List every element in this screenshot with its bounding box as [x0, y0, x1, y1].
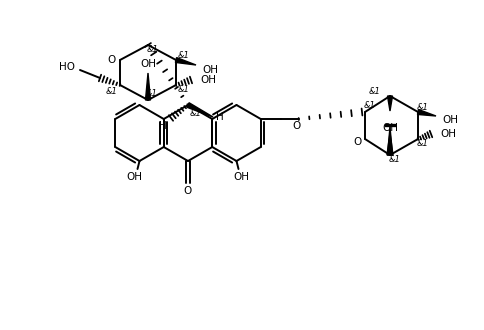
Text: OH: OH [233, 172, 249, 182]
Text: O: O [108, 55, 116, 65]
Text: &1: &1 [178, 85, 190, 94]
Text: OH: OH [442, 115, 458, 125]
Text: &1: &1 [417, 140, 429, 148]
Text: &1: &1 [146, 89, 158, 98]
Text: &1: &1 [106, 87, 118, 96]
Polygon shape [388, 127, 393, 155]
Polygon shape [388, 96, 393, 111]
Text: OH: OH [126, 172, 142, 182]
Text: &1: &1 [364, 102, 376, 111]
Text: O: O [353, 137, 361, 147]
Text: &1: &1 [369, 86, 381, 95]
Text: OH: OH [140, 59, 156, 69]
Polygon shape [187, 103, 213, 117]
Text: H: H [159, 121, 167, 131]
Text: OH: OH [440, 129, 456, 139]
Text: &1: &1 [178, 50, 190, 59]
Polygon shape [387, 133, 393, 155]
Polygon shape [175, 57, 196, 65]
Text: H: H [216, 112, 224, 122]
Polygon shape [418, 110, 436, 116]
Polygon shape [146, 73, 151, 100]
Text: O: O [184, 186, 192, 196]
Text: &1: &1 [190, 109, 202, 117]
Text: HO: HO [59, 62, 75, 72]
Text: O: O [293, 121, 301, 131]
Text: OH: OH [200, 75, 216, 85]
Text: OH: OH [382, 123, 398, 133]
Text: &1: &1 [417, 103, 429, 112]
Text: &1: &1 [147, 46, 159, 54]
Text: OH: OH [202, 65, 218, 75]
Text: &1: &1 [389, 155, 401, 164]
